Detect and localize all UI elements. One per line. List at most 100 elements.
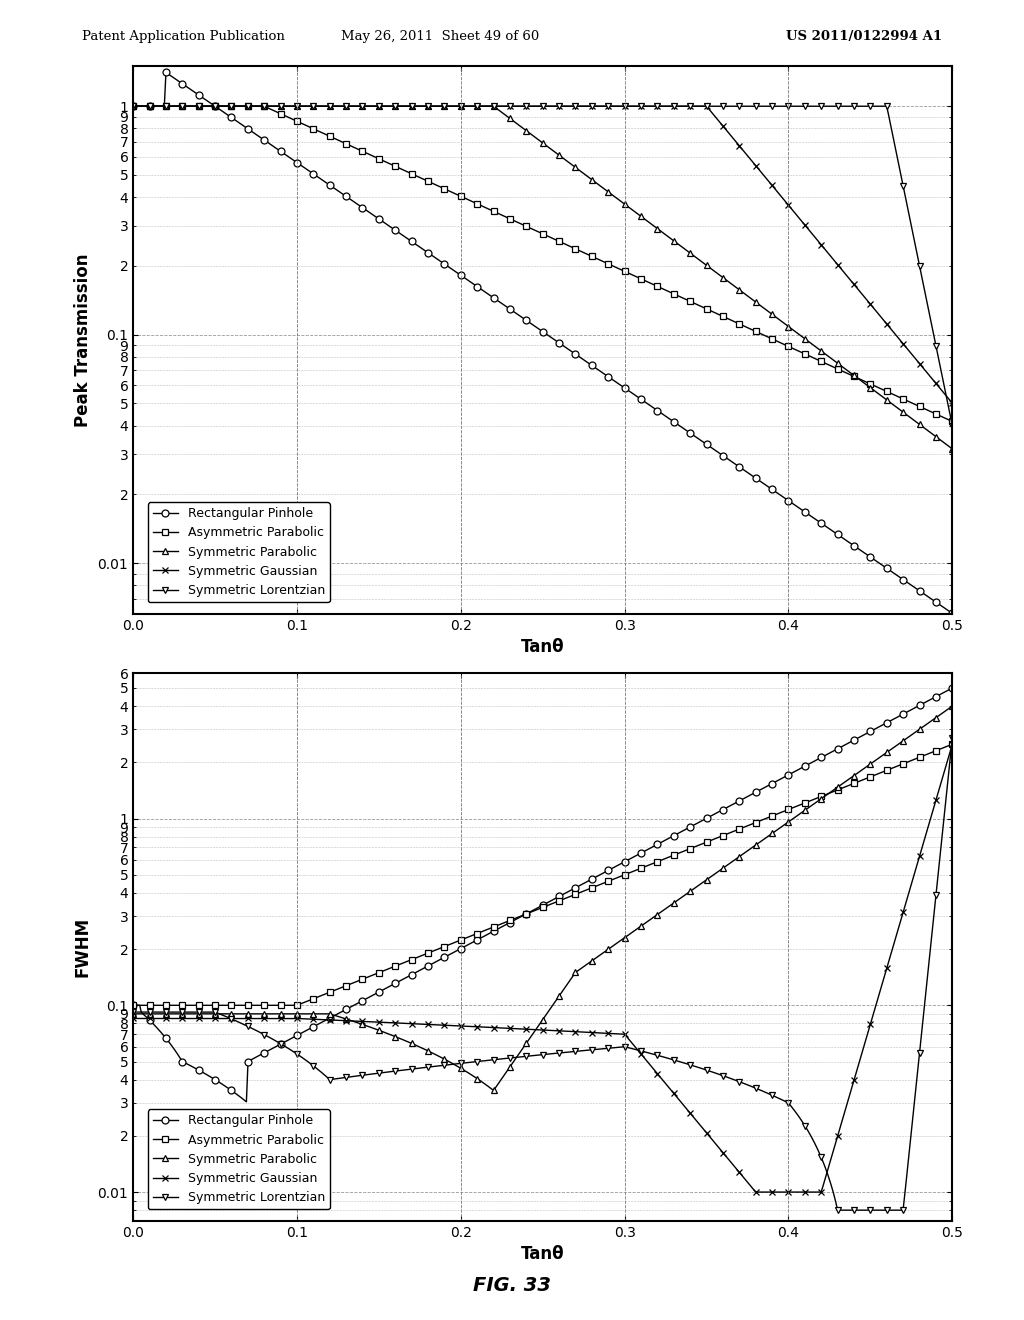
Asymmetric Parabolic (127, 98, 139, 114)
Symmetric Gaussian (127, 98, 139, 114)
Asymmetric Parabolic (373, 150, 385, 166)
Rectangular Pinhole (324, 177, 336, 193)
Symmetric Gaussian (750, 1184, 762, 1200)
Rectangular Pinhole (324, 1010, 336, 1026)
Symmetric Lorentzian (307, 98, 319, 114)
Symmetric Lorentzian (946, 417, 958, 433)
Symmetric Parabolic (127, 98, 139, 114)
Symmetric Parabolic (684, 883, 696, 899)
Symmetric Gaussian (307, 98, 319, 114)
Symmetric Lorentzian (127, 1005, 139, 1020)
Legend: Rectangular Pinhole, Asymmetric Parabolic, Symmetric Parabolic, Symmetric Gaussi: Rectangular Pinhole, Asymmetric Paraboli… (147, 502, 330, 602)
Asymmetric Parabolic (127, 998, 139, 1014)
Asymmetric Parabolic (946, 737, 958, 752)
Symmetric Gaussian (946, 737, 958, 752)
Symmetric Lorentzian (668, 1052, 680, 1068)
Symmetric Gaussian (717, 117, 729, 133)
Line: Symmetric Lorentzian: Symmetric Lorentzian (130, 734, 955, 1213)
Asymmetric Parabolic (373, 965, 385, 981)
Rectangular Pinhole (160, 65, 172, 81)
Symmetric Lorentzian (930, 338, 942, 354)
Symmetric Lorentzian (373, 98, 385, 114)
Line: Rectangular Pinhole: Rectangular Pinhole (130, 69, 955, 616)
Rectangular Pinhole (406, 234, 418, 249)
Symmetric Lorentzian (307, 1057, 319, 1073)
Symmetric Lorentzian (717, 1068, 729, 1084)
Symmetric Lorentzian (389, 1063, 401, 1078)
Symmetric Lorentzian (389, 98, 401, 114)
Asymmetric Parabolic (307, 991, 319, 1007)
Line: Symmetric Gaussian: Symmetric Gaussian (130, 741, 955, 1196)
Rectangular Pinhole (733, 793, 745, 809)
Text: FIG. 33: FIG. 33 (473, 1276, 551, 1295)
Symmetric Gaussian (127, 1011, 139, 1027)
Symmetric Parabolic (373, 98, 385, 114)
Line: Asymmetric Parabolic: Asymmetric Parabolic (130, 103, 955, 425)
Symmetric Parabolic (946, 698, 958, 714)
Symmetric Gaussian (389, 1015, 401, 1031)
Symmetric Gaussian (373, 1014, 385, 1030)
Symmetric Lorentzian (668, 98, 680, 114)
Symmetric Gaussian (668, 98, 680, 114)
Symmetric Gaussian (307, 1011, 319, 1027)
Rectangular Pinhole (389, 975, 401, 991)
Symmetric Gaussian (389, 98, 401, 114)
Rectangular Pinhole (946, 606, 958, 622)
Line: Symmetric Parabolic: Symmetric Parabolic (130, 103, 955, 453)
Symmetric Lorentzian (127, 98, 139, 114)
Rectangular Pinhole (127, 98, 139, 114)
Asymmetric Parabolic (668, 286, 680, 302)
Asymmetric Parabolic (946, 413, 958, 429)
Y-axis label: FWHM: FWHM (74, 917, 92, 977)
Rectangular Pinhole (684, 425, 696, 441)
Line: Symmetric Lorentzian: Symmetric Lorentzian (130, 103, 955, 429)
Symmetric Gaussian (668, 1085, 680, 1101)
Symmetric Parabolic (930, 429, 942, 445)
Text: May 26, 2011  Sheet 49 of 60: May 26, 2011 Sheet 49 of 60 (341, 30, 540, 44)
Symmetric Parabolic (307, 1006, 319, 1022)
Asymmetric Parabolic (668, 847, 680, 863)
Rectangular Pinhole (127, 998, 139, 1014)
Symmetric Parabolic (733, 849, 745, 865)
Line: Symmetric Parabolic: Symmetric Parabolic (130, 702, 955, 1094)
Symmetric Parabolic (930, 710, 942, 726)
Symmetric Gaussian (946, 395, 958, 411)
Asymmetric Parabolic (717, 309, 729, 325)
Line: Asymmetric Parabolic: Asymmetric Parabolic (130, 741, 955, 1008)
Rectangular Pinhole (225, 1082, 238, 1098)
Symmetric Lorentzian (946, 730, 958, 746)
Symmetric Gaussian (930, 792, 942, 808)
Symmetric Parabolic (487, 1082, 500, 1098)
Symmetric Gaussian (717, 1144, 729, 1160)
Legend: Rectangular Pinhole, Asymmetric Parabolic, Symmetric Parabolic, Symmetric Gaussi: Rectangular Pinhole, Asymmetric Paraboli… (147, 1109, 330, 1209)
Line: Rectangular Pinhole: Rectangular Pinhole (130, 685, 955, 1094)
Asymmetric Parabolic (930, 743, 942, 759)
Symmetric Lorentzian (373, 1065, 385, 1081)
Symmetric Parabolic (668, 232, 680, 248)
Rectangular Pinhole (930, 594, 942, 610)
Asymmetric Parabolic (389, 158, 401, 174)
Rectangular Pinhole (733, 459, 745, 475)
Symmetric Gaussian (373, 98, 385, 114)
Rectangular Pinhole (946, 680, 958, 696)
Text: Patent Application Publication: Patent Application Publication (82, 30, 285, 44)
Rectangular Pinhole (389, 222, 401, 238)
X-axis label: Tanθ: Tanθ (521, 1245, 564, 1263)
Symmetric Lorentzian (717, 98, 729, 114)
Asymmetric Parabolic (307, 121, 319, 137)
Symmetric Parabolic (127, 1006, 139, 1022)
Symmetric Parabolic (307, 98, 319, 114)
Symmetric Lorentzian (930, 887, 942, 903)
Asymmetric Parabolic (389, 958, 401, 974)
Symmetric Gaussian (930, 375, 942, 391)
Symmetric Parabolic (373, 1023, 385, 1039)
Symmetric Lorentzian (831, 1203, 844, 1218)
Line: Symmetric Gaussian: Symmetric Gaussian (130, 103, 955, 407)
Rectangular Pinhole (684, 818, 696, 834)
Symmetric Parabolic (389, 98, 401, 114)
Symmetric Parabolic (717, 269, 729, 285)
Y-axis label: Peak Transmission: Peak Transmission (74, 253, 92, 426)
Asymmetric Parabolic (717, 828, 729, 843)
Text: US 2011/0122994 A1: US 2011/0122994 A1 (786, 30, 942, 44)
Rectangular Pinhole (406, 966, 418, 982)
